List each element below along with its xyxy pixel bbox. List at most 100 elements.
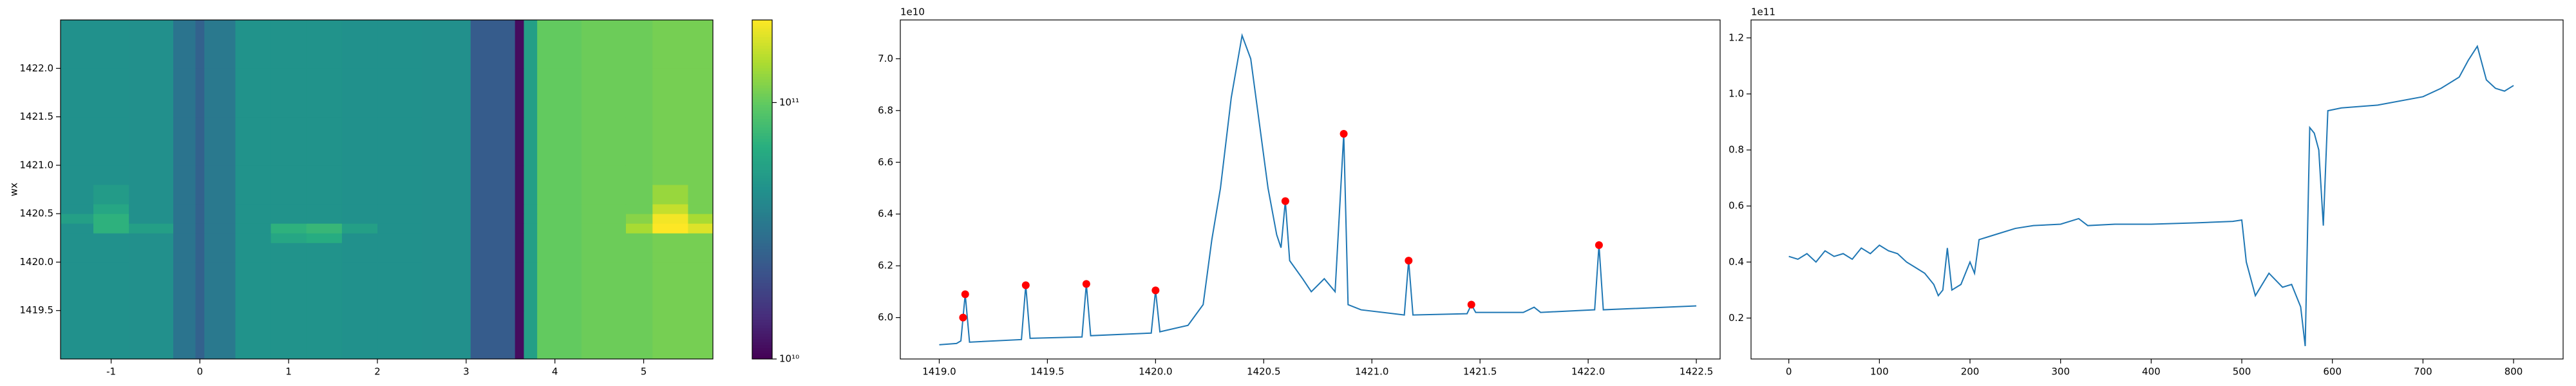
heatmap-cell	[129, 165, 174, 185]
heatmap-cell	[470, 184, 516, 205]
heatmap-cell	[515, 204, 524, 214]
heatmap-cell	[515, 214, 524, 224]
heatmap-cell	[537, 204, 582, 214]
colorbar-segment	[752, 51, 772, 55]
colorbar-segment	[752, 76, 772, 80]
peak-marker	[1595, 241, 1603, 249]
heatmap-cell	[129, 204, 174, 214]
x-tick-label: 3	[463, 366, 469, 378]
heatmap-cell	[270, 262, 307, 311]
x-tick-label: 1419.5	[1030, 366, 1065, 378]
colorbar-segment	[752, 223, 772, 227]
colorbar-segment	[752, 130, 772, 134]
x-tick-label: 500	[2233, 366, 2251, 378]
heatmap-cell	[377, 20, 422, 69]
heatmap-cell	[688, 204, 714, 214]
x-tick-label: 1421.5	[1463, 366, 1497, 378]
heatmap-cell	[421, 20, 471, 69]
heatmap-cell	[470, 116, 516, 166]
heatmap-cell	[129, 184, 174, 205]
heatmap-cell	[235, 204, 272, 214]
heatmap-cell	[129, 243, 174, 262]
heatmap-cell	[341, 184, 378, 205]
heatmap-cell	[204, 204, 236, 214]
colorbar-segment	[752, 319, 772, 323]
colorbar-segment	[752, 350, 772, 354]
heatmap-cell	[173, 243, 196, 262]
heatmap-cell	[306, 233, 343, 243]
heatmap-cell	[61, 243, 94, 262]
heatmap-cell	[93, 223, 129, 234]
heatmap-cell	[341, 116, 378, 166]
colorbar-segment	[752, 144, 772, 148]
colorbar-segment	[752, 266, 772, 269]
colorbar-segment	[752, 333, 772, 337]
heatmap-cell	[129, 20, 174, 69]
heatmap-cell	[204, 68, 236, 118]
heatmap-cell	[377, 204, 422, 214]
heatmap-cell	[421, 243, 471, 262]
heatmap-cell	[537, 116, 582, 166]
heatmap-cell	[652, 20, 688, 69]
heatmap-cell	[204, 223, 236, 234]
colorbar-segment	[752, 183, 772, 187]
heatmap-cell	[195, 20, 205, 69]
heatmap-cell	[652, 243, 688, 262]
heatmap-cell	[515, 20, 524, 69]
colorbar-segment	[752, 246, 772, 250]
colorbar-segment	[752, 167, 772, 170]
heatmap-cell	[470, 223, 516, 234]
y-tick-label: 1422.0	[20, 62, 54, 74]
heatmap-cell	[341, 20, 378, 69]
colorbar-segment	[752, 342, 772, 345]
colorbar-segment	[752, 293, 772, 297]
heatmap-cell	[61, 184, 94, 205]
heatmap-cell	[688, 68, 714, 118]
colorbar-segment	[752, 87, 772, 91]
x-tick-label: 300	[2051, 366, 2070, 378]
peak-marker	[1281, 197, 1289, 205]
colorbar-segment	[752, 201, 772, 204]
x-tick-label: 5	[641, 366, 647, 378]
y-tick-label: 1419.5	[20, 304, 54, 316]
heatmap-cell	[204, 310, 236, 360]
colorbar-segment	[752, 240, 772, 244]
heatmap-cell	[306, 68, 343, 118]
axis-offset-label: 1e11	[1751, 6, 1776, 18]
heatmap-cell	[421, 223, 471, 234]
heatmap-cell	[129, 262, 174, 311]
colorbar-segment	[752, 327, 772, 331]
colorbar-segment	[752, 209, 772, 213]
heatmap-cell	[652, 262, 688, 311]
heatmap-cell	[582, 204, 627, 214]
heatmap-cell	[515, 243, 524, 262]
colorbar-segment	[752, 169, 772, 173]
colorbar-segment	[752, 42, 772, 46]
heatmap-cell	[524, 214, 538, 224]
heatmap-cell	[625, 184, 653, 205]
heatmap-cell	[204, 20, 236, 69]
heatmap-cell	[688, 223, 714, 234]
x-tick-label: 400	[2142, 366, 2161, 378]
heatmap-cell	[235, 165, 272, 185]
heatmap-cell	[306, 243, 343, 262]
heatmap-cell	[61, 262, 94, 311]
heatmap-cell	[306, 116, 343, 166]
heatmap-cell	[515, 233, 524, 243]
heatmap-cell	[235, 262, 272, 311]
y-tick-label: 1421.0	[20, 159, 54, 170]
heatmap-cell	[688, 165, 714, 185]
heatmap-cell	[173, 310, 196, 360]
heatmap-cell	[270, 310, 307, 360]
heatmap-cell	[341, 233, 378, 243]
colorbar-segment	[752, 45, 772, 49]
colorbar-segment	[752, 220, 772, 224]
y-tick-label: 1420.0	[20, 256, 54, 268]
y-tick-label: 6.0	[878, 311, 893, 323]
heatmap-cell	[515, 68, 524, 118]
heatmap-cell	[470, 310, 516, 360]
colorbar-segment	[752, 96, 772, 100]
axes-frame	[1750, 19, 2564, 360]
heatmap-cell	[235, 243, 272, 262]
heatmap-cell	[421, 184, 471, 205]
